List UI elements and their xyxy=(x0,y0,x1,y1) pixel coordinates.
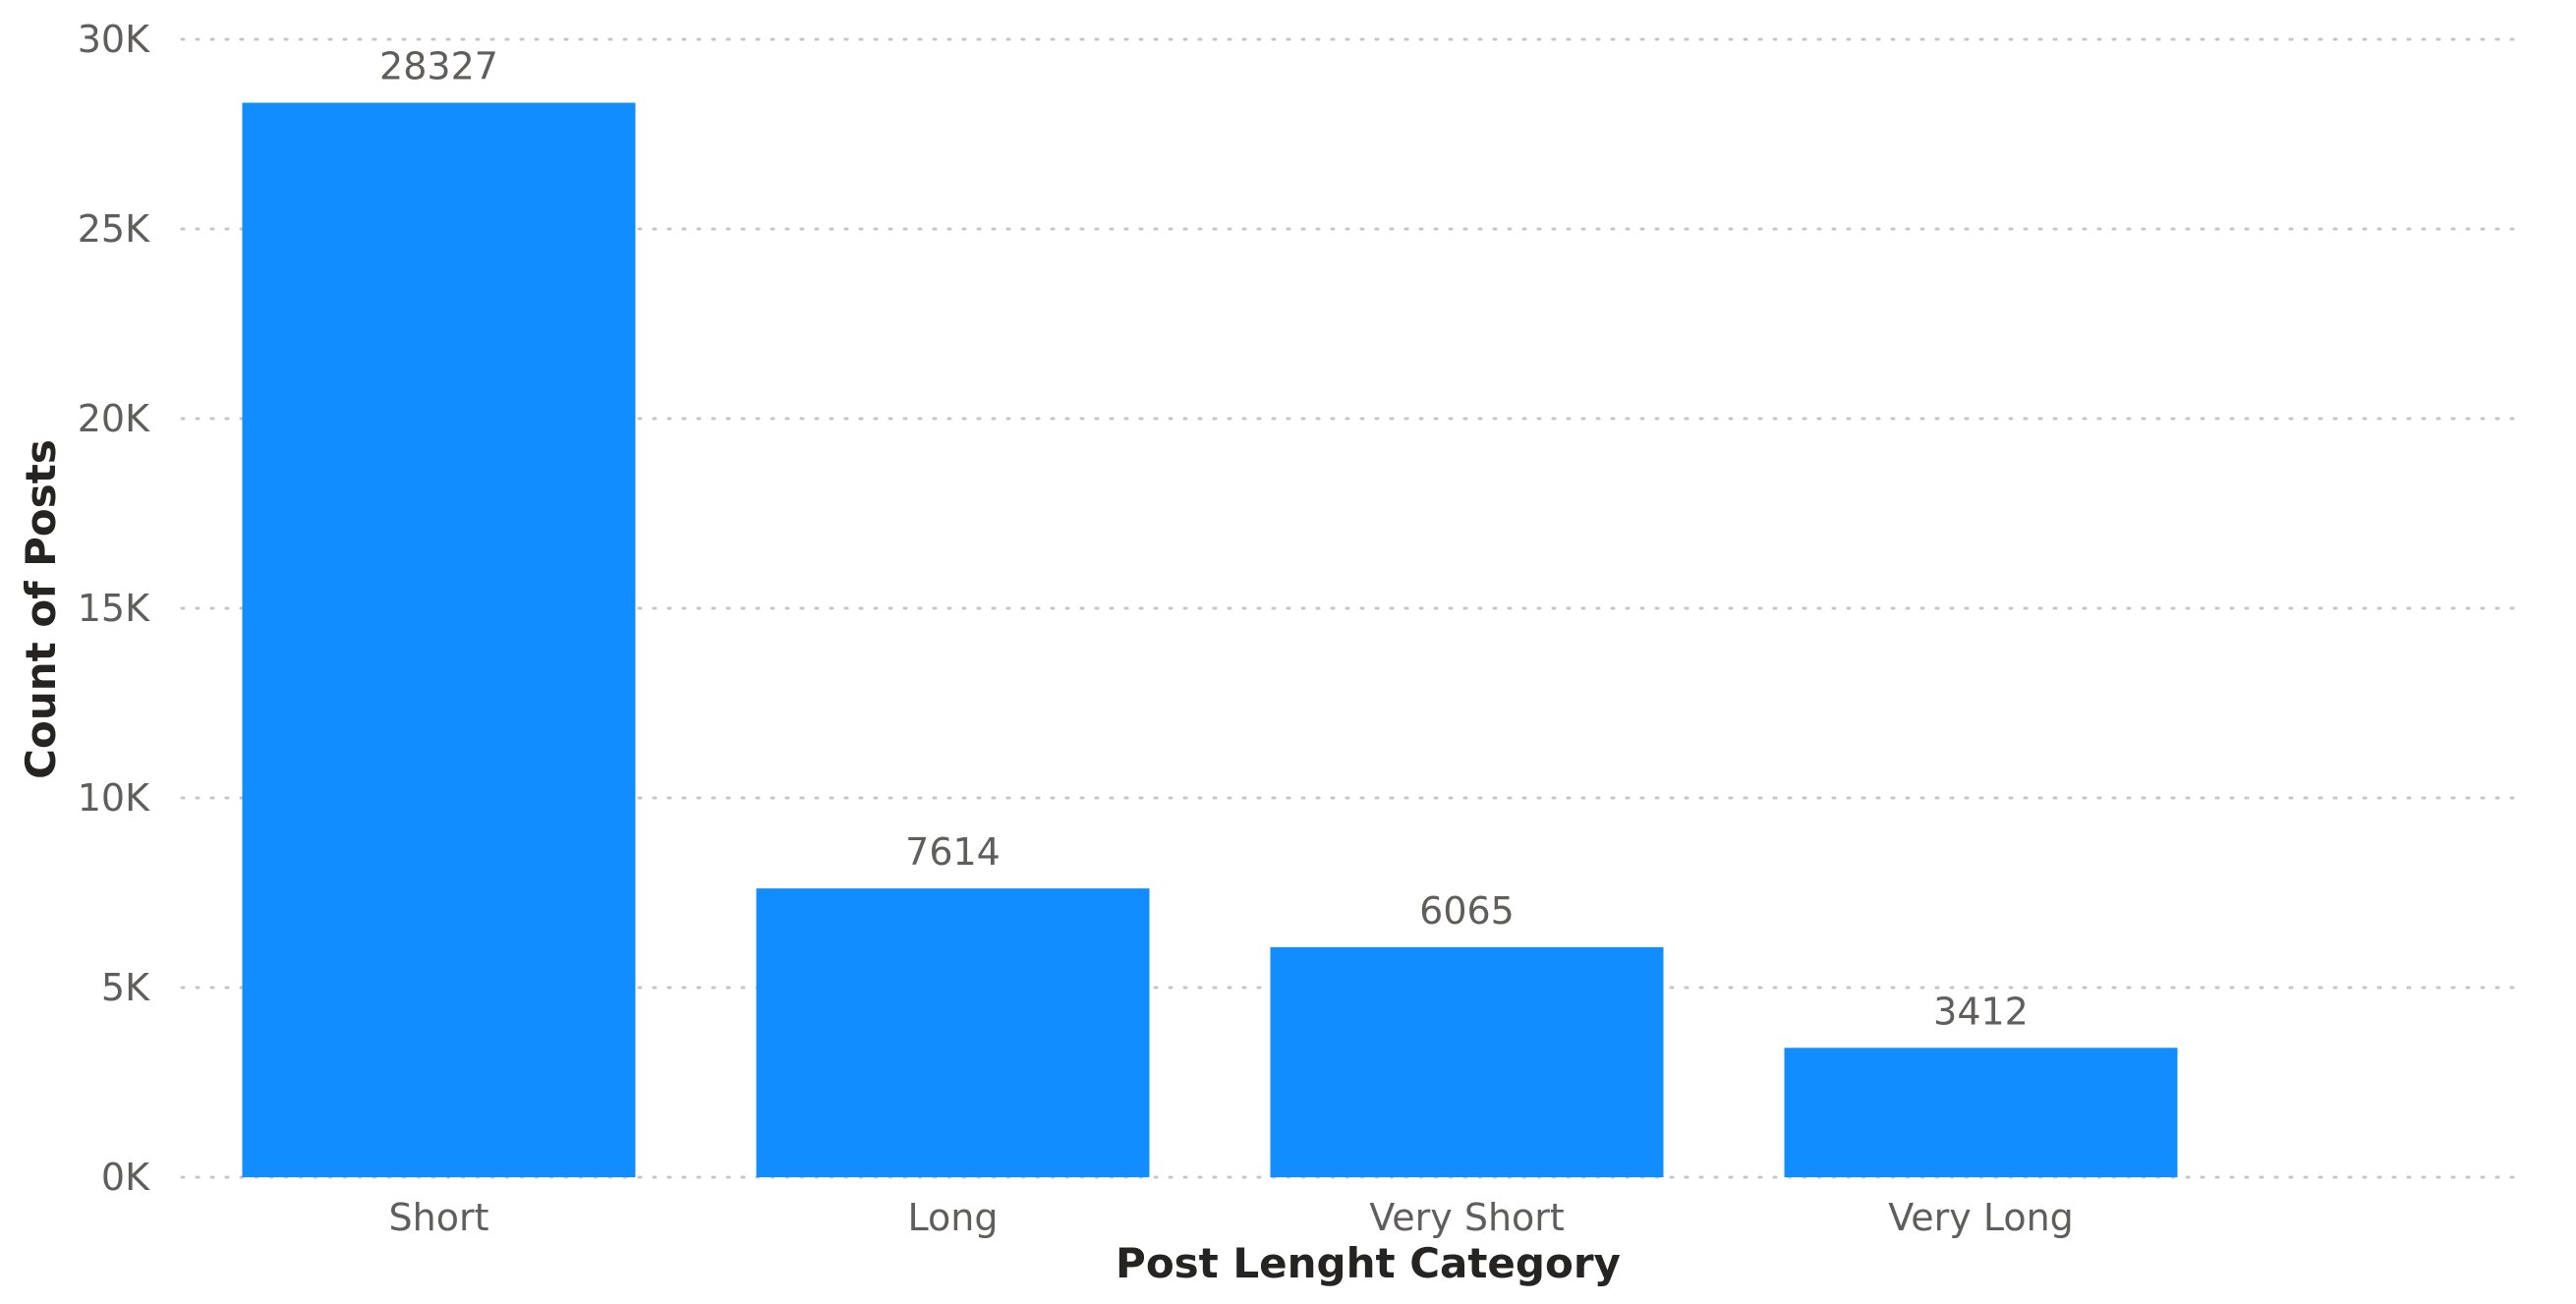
y-tick-label: 30K xyxy=(78,18,150,61)
y-tick-label: 0K xyxy=(101,1156,150,1199)
bar[interactable] xyxy=(242,102,636,1178)
x-tick-label: Long xyxy=(908,1196,999,1239)
x-axis-ticks: Short Long Very Short Very Long xyxy=(389,1196,2074,1239)
y-axis-title: Count of Posts xyxy=(17,439,65,779)
x-tick-label: Short xyxy=(389,1196,489,1239)
y-axis-ticks: 0K 5K 10K 15K 20K 25K 30K xyxy=(78,18,150,1199)
x-tick-label: Very Short xyxy=(1369,1196,1565,1239)
y-tick-label: 20K xyxy=(78,397,150,440)
data-labels: 28327 7614 6065 3412 xyxy=(379,45,2029,1034)
data-label: 3412 xyxy=(1933,990,2029,1033)
y-tick-label: 15K xyxy=(78,587,150,630)
y-tick-label: 25K xyxy=(78,207,150,251)
bar[interactable] xyxy=(1270,946,1664,1177)
y-tick-label: 5K xyxy=(101,966,150,1009)
data-label: 28327 xyxy=(379,45,498,88)
bars xyxy=(242,102,2178,1178)
x-axis-title: Post Lenght Category xyxy=(1116,1239,1621,1287)
y-tick-label: 10K xyxy=(78,776,150,820)
x-tick-label: Very Long xyxy=(1888,1196,2074,1239)
data-label: 7614 xyxy=(905,830,1001,874)
data-label: 6065 xyxy=(1419,889,1515,933)
bar[interactable] xyxy=(1784,1048,2178,1177)
bar[interactable] xyxy=(756,888,1150,1177)
